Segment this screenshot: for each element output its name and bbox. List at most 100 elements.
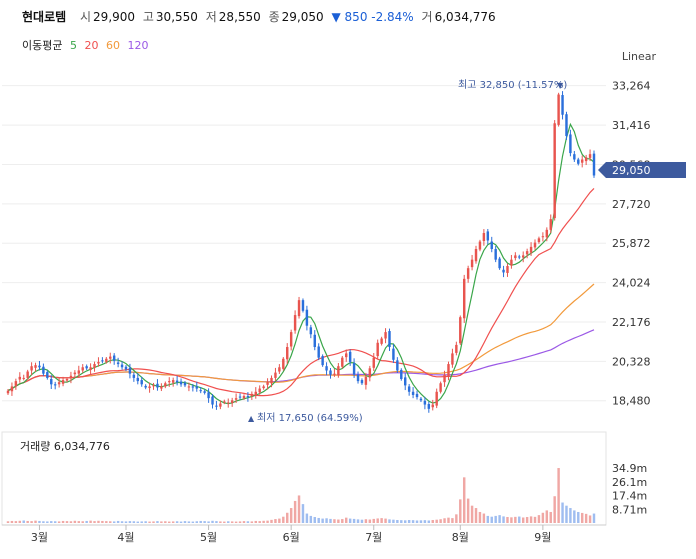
volume-bar (120, 521, 124, 523)
candle-body (140, 380, 143, 385)
time-tick-label: 7월 (365, 531, 382, 544)
volume-bar (223, 521, 226, 523)
volume-bar (203, 521, 206, 523)
ma-legend[interactable]: 이동평균 5 20 60 120 (22, 37, 152, 53)
volume-bar (580, 512, 584, 523)
volume-bar (392, 519, 395, 523)
candle-body (486, 231, 490, 241)
candle-body (380, 338, 383, 344)
volume-bar (246, 521, 250, 523)
volume-bar (140, 521, 143, 523)
candle-body (105, 358, 108, 362)
volume-bar (30, 521, 33, 523)
candle-body (168, 381, 171, 383)
candle-body (470, 259, 474, 268)
candle-body (541, 236, 545, 238)
candle-body (53, 384, 57, 386)
candle-body (297, 300, 301, 317)
candle-body (545, 229, 549, 238)
candle-body (506, 266, 509, 273)
candle-body (195, 386, 198, 389)
ma60-label: 60 (105, 39, 120, 52)
volume-bar (411, 520, 415, 523)
candle-body (588, 154, 592, 158)
candle-body (81, 367, 84, 371)
candle-body (317, 346, 320, 358)
volume-bar (333, 519, 336, 523)
candle-body (305, 309, 309, 326)
volume-bar (584, 513, 588, 523)
candle-body (411, 391, 415, 395)
volume-bar (10, 520, 14, 523)
candle-body (388, 331, 391, 348)
candle-body (293, 315, 297, 331)
candle-body (592, 153, 596, 176)
volume-bar (230, 521, 234, 523)
candle-body (187, 386, 191, 388)
volume-bar (211, 520, 214, 523)
volume-bar (199, 520, 202, 523)
candle-body (57, 382, 61, 385)
candle-body (580, 159, 584, 163)
candle-body (341, 357, 344, 367)
candle-body (215, 405, 218, 407)
candle-body (34, 365, 37, 368)
volume-bar (69, 521, 73, 523)
volume-bar (482, 513, 486, 523)
volume-bar (93, 521, 96, 523)
candle-body (419, 398, 423, 401)
candle-body (112, 355, 116, 361)
min-annotation: ▲ 최저 17,650 (64.59%) (248, 412, 363, 424)
candle-body (207, 392, 210, 399)
volume-bar (561, 502, 564, 523)
volume-bar (368, 519, 372, 523)
volume-bar (577, 511, 580, 523)
max-annotation: 최고 32,850 (-11.57%) ▼ (458, 79, 567, 91)
candle-body (407, 386, 411, 392)
candle-body (435, 391, 438, 406)
volume-bar (498, 515, 501, 523)
candle-body (46, 372, 49, 378)
price-tag: 29,050 (598, 162, 686, 178)
candle-body (156, 383, 159, 388)
volume-bar (557, 468, 560, 523)
volume-bar (152, 521, 155, 523)
volume-bar (447, 517, 450, 523)
volume-bar (50, 521, 53, 523)
volume-bar (313, 517, 316, 523)
volume-bar (42, 521, 45, 523)
ma-legend-label: 이동평균 (22, 39, 63, 52)
volume-bar (183, 521, 187, 523)
volume-bar (348, 518, 352, 523)
candle-body (238, 396, 242, 398)
candles (6, 91, 596, 413)
volume-bar (506, 517, 509, 523)
candle-body (415, 393, 419, 398)
candle-body (443, 374, 446, 383)
volume-bar (156, 521, 159, 523)
price-tag-shape (598, 162, 686, 178)
volume-bar (65, 521, 69, 523)
ma120-line (7, 329, 595, 392)
volume-bar (329, 518, 332, 523)
candle-body (459, 317, 462, 344)
volume-bar (81, 521, 84, 523)
candle-body (368, 368, 372, 378)
volume-bar (215, 521, 218, 523)
volume-bar (352, 518, 356, 523)
volume-bar (262, 520, 265, 523)
price-tag-value: 29,050 (612, 164, 651, 177)
volume-bar (124, 521, 128, 523)
volume-bar (407, 520, 411, 523)
candle-body (345, 353, 348, 358)
candle-body (569, 134, 572, 154)
volume-bar (187, 521, 191, 523)
high-label: 고 (142, 10, 154, 24)
candle-body (529, 246, 533, 253)
scale-mode-toggle[interactable]: Linear (621, 50, 656, 63)
candle-body (573, 154, 576, 160)
candle-body (93, 364, 96, 368)
candle-body (148, 386, 151, 389)
low-label: 저 (205, 10, 217, 24)
